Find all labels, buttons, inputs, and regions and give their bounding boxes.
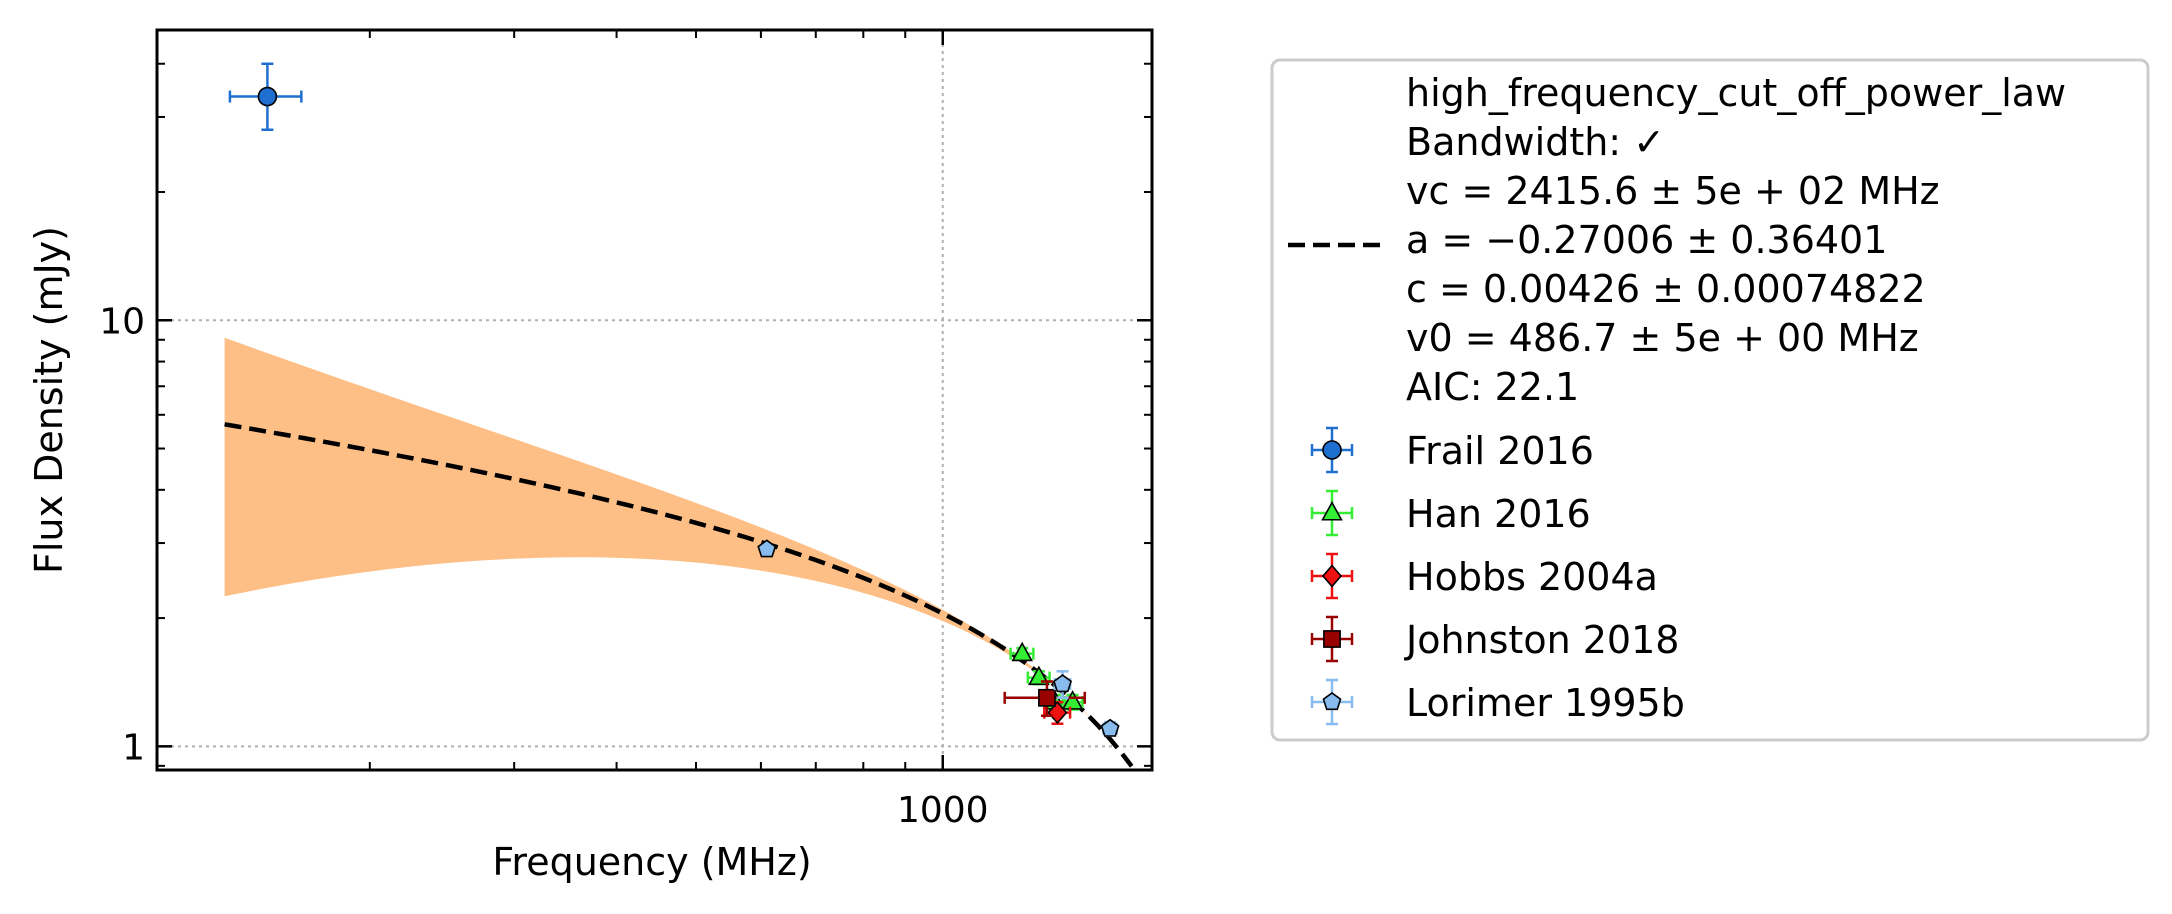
- series-frail-2016: [228, 62, 303, 131]
- series-lorimer-1995b: [757, 539, 1120, 737]
- y-axis-label: Flux Density (mJy): [27, 226, 71, 574]
- legend-entry-lorimer-1995b: Lorimer 1995b: [1310, 678, 1685, 726]
- legend-fit-line: a = −0.27006 ± 0.36401: [1406, 218, 1887, 262]
- legend-label: Lorimer 1995b: [1406, 681, 1685, 725]
- legend-fit-text: high_frequency_cut_off_power_law Bandwidt…: [1406, 71, 2066, 409]
- legend-fit-line: vc = 2415.6 ± 5e + 02 MHz: [1406, 169, 1940, 213]
- data-point: [1028, 665, 1050, 686]
- legend-fit-line: Bandwidth: ✓: [1406, 120, 1665, 164]
- fit-uncertainty-band: [224, 337, 1132, 767]
- legend-entry-johnston-2018: Johnston 2018: [1310, 615, 1679, 663]
- data-point: [1061, 690, 1084, 710]
- legend-label: Johnston 2018: [1404, 618, 1679, 662]
- data-point: [757, 539, 777, 558]
- fit-curve: [224, 422, 1134, 768]
- legend-label: Frail 2016: [1406, 429, 1594, 473]
- legend-fit-line: c = 0.00426 ± 0.00074822: [1406, 267, 1926, 311]
- series-hobbs-2004a: [1043, 700, 1072, 725]
- data-point: [1047, 701, 1068, 725]
- legend-entry-hobbs-2004a: Hobbs 2004a: [1310, 552, 1658, 600]
- legend-label: Hobbs 2004a: [1406, 555, 1658, 599]
- data-point: [1053, 674, 1073, 693]
- legend-fit-line: v0 = 486.7 ± 5e + 00 MHz: [1406, 316, 1919, 360]
- legend-marker: [1321, 564, 1343, 588]
- legend-entry-frail-2016: Frail 2016: [1310, 426, 1594, 474]
- legend-marker: [1323, 630, 1341, 648]
- data-point: [1100, 718, 1120, 737]
- axes: 1000 1 10: [99, 28, 1154, 831]
- axes-frame: [155, 28, 1154, 772]
- y-tick-label: 10: [99, 301, 145, 342]
- x-axis-label: Frequency (MHz): [492, 840, 811, 884]
- legend-entry-han-2016: Han 2016: [1310, 489, 1591, 537]
- legend-label: Han 2016: [1406, 492, 1591, 536]
- data-point: [1011, 641, 1033, 662]
- legend: high_frequency_cut_off_power_law Bandwidt…: [1270, 58, 2150, 742]
- y-tick-label: 1: [122, 727, 145, 768]
- x-tick-label: 1000: [897, 790, 989, 831]
- plot-area: [157, 30, 1152, 770]
- legend-marker: [1321, 500, 1343, 521]
- data-point: [1038, 688, 1056, 707]
- series-johnston-2018: [1003, 680, 1086, 717]
- legend-marker: [1322, 692, 1342, 711]
- legend-fit-line: AIC: 22.1: [1406, 365, 1579, 409]
- data-point: [257, 86, 278, 107]
- legend-series-entries: Frail 2016 Han 2016 Hobbs 2004a Johnston 20…: [1310, 426, 1685, 726]
- legend-marker: [1322, 440, 1342, 460]
- legend-fit-line: high_frequency_cut_off_power_law: [1406, 71, 2066, 115]
- legend-frame: [1270, 58, 2150, 742]
